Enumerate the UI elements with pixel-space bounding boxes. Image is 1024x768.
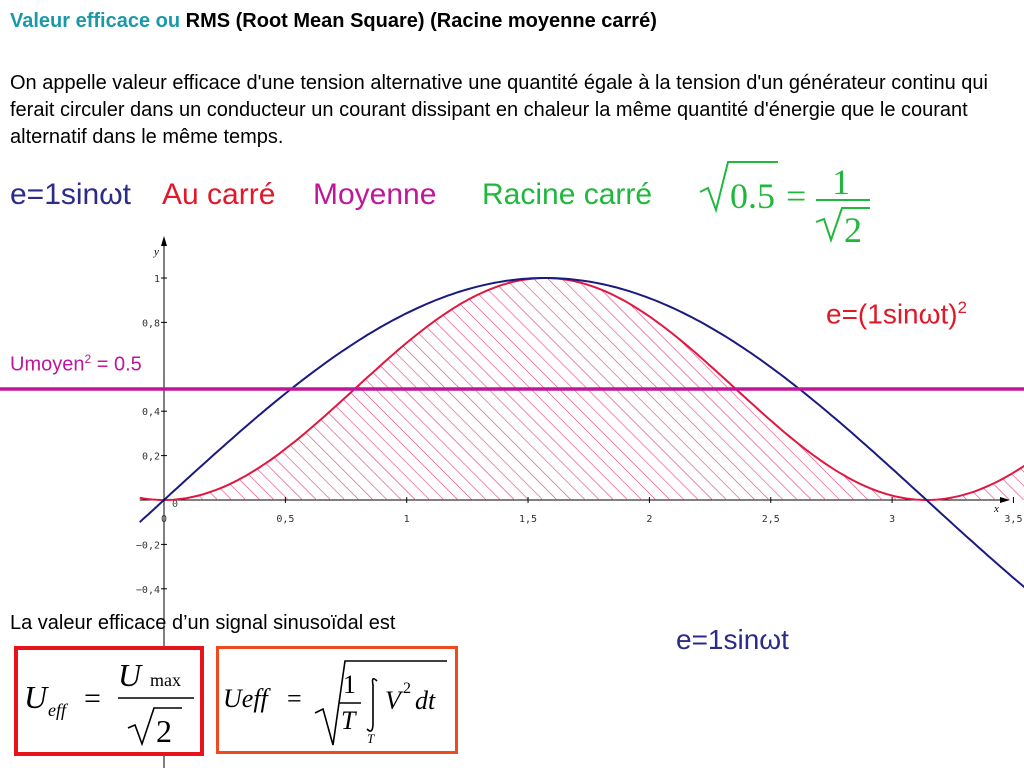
sqrt-denominator: 2 [844,210,862,250]
rms-den: T [341,706,357,735]
sine-curve [139,277,1024,589]
sqrt-formula: 0.5 = 1 2 [699,161,870,250]
x-tick-label: 3 [889,514,895,525]
y-tick-label: 0,4 [142,407,160,418]
sqrt-equals: = [786,176,806,216]
origin-label: 0 [172,499,178,510]
definition-paragraph: On appelle valeur efficace d'une tension… [10,72,988,148]
squared-label-exp: 2 [957,298,967,317]
step-root: Racine carré [482,178,653,211]
mean-label: Umoyen2 = 0.5 [10,352,142,377]
ueff-formula-box: U eff = U max 2 [14,646,204,756]
footer-text: La valeur efficace d’un signal sinusoïda… [10,612,396,634]
y-tick-label: −0,4 [136,585,160,596]
x-tick-label: 2,5 [762,514,780,525]
y-tick-label: 0,2 [142,452,160,463]
page-title: Valeur efficace ou RMS (Root Mean Square… [10,10,657,33]
y-tick-label: −0,2 [136,540,160,551]
rms-V: V [385,686,404,715]
mean-label-exp: 2 [84,352,92,366]
rms-limit: T [367,731,375,746]
squared-label-base: e=(1sinωt) [826,298,958,330]
mean-label-value: = 0.5 [96,353,142,376]
rms-exp: 2 [403,680,411,697]
step-mean: Moyenne [313,178,437,211]
ueff-num-U: U [118,657,143,693]
rms-dt: dt [415,686,436,715]
x-tick-label: 0,5 [276,514,294,525]
rms-lhs: Ueff [223,684,272,713]
x-axis-label: x [993,503,999,515]
y-tick-label: 1 [154,274,160,285]
ueff-sub: eff [48,700,69,720]
title-part-2: RMS (Root Mean Square) (Racine moyenne c… [185,10,657,32]
y-axis-arrow [161,236,167,246]
x-tick-label: 2 [646,514,652,525]
ueff-equals: = [84,682,101,715]
y-tick-label: 0,8 [142,318,160,329]
sqrt-radicand: 0.5 [730,176,775,216]
y-axis-label: y [153,246,159,258]
mean-label-base: Umoyen [10,353,85,376]
rms-num: 1 [343,670,356,699]
rms-equals: = [287,684,302,713]
squared-curve-label: e=(1sinωt)2 [826,298,967,330]
x-tick-label: 3,5 [1004,514,1022,525]
rms-formula-box: Ueff = 1 T T V 2 dt [216,646,458,754]
squared-sine-curve [139,277,1024,501]
step-square: Au carré [162,178,276,211]
x-tick-label: 0 [161,514,167,525]
ueff-num-max: max [150,670,181,690]
sqrt-numerator: 1 [832,162,850,202]
x-tick-label: 1 [404,514,410,525]
title-part-1: Valeur efficace ou [10,10,181,32]
ueff-U: U [24,679,49,715]
sine-curve-label: e=1sinωt [676,624,789,655]
x-tick-label: 1,5 [519,514,537,525]
step-sine: e=1sinωt [10,178,131,211]
ueff-den: 2 [156,713,172,749]
